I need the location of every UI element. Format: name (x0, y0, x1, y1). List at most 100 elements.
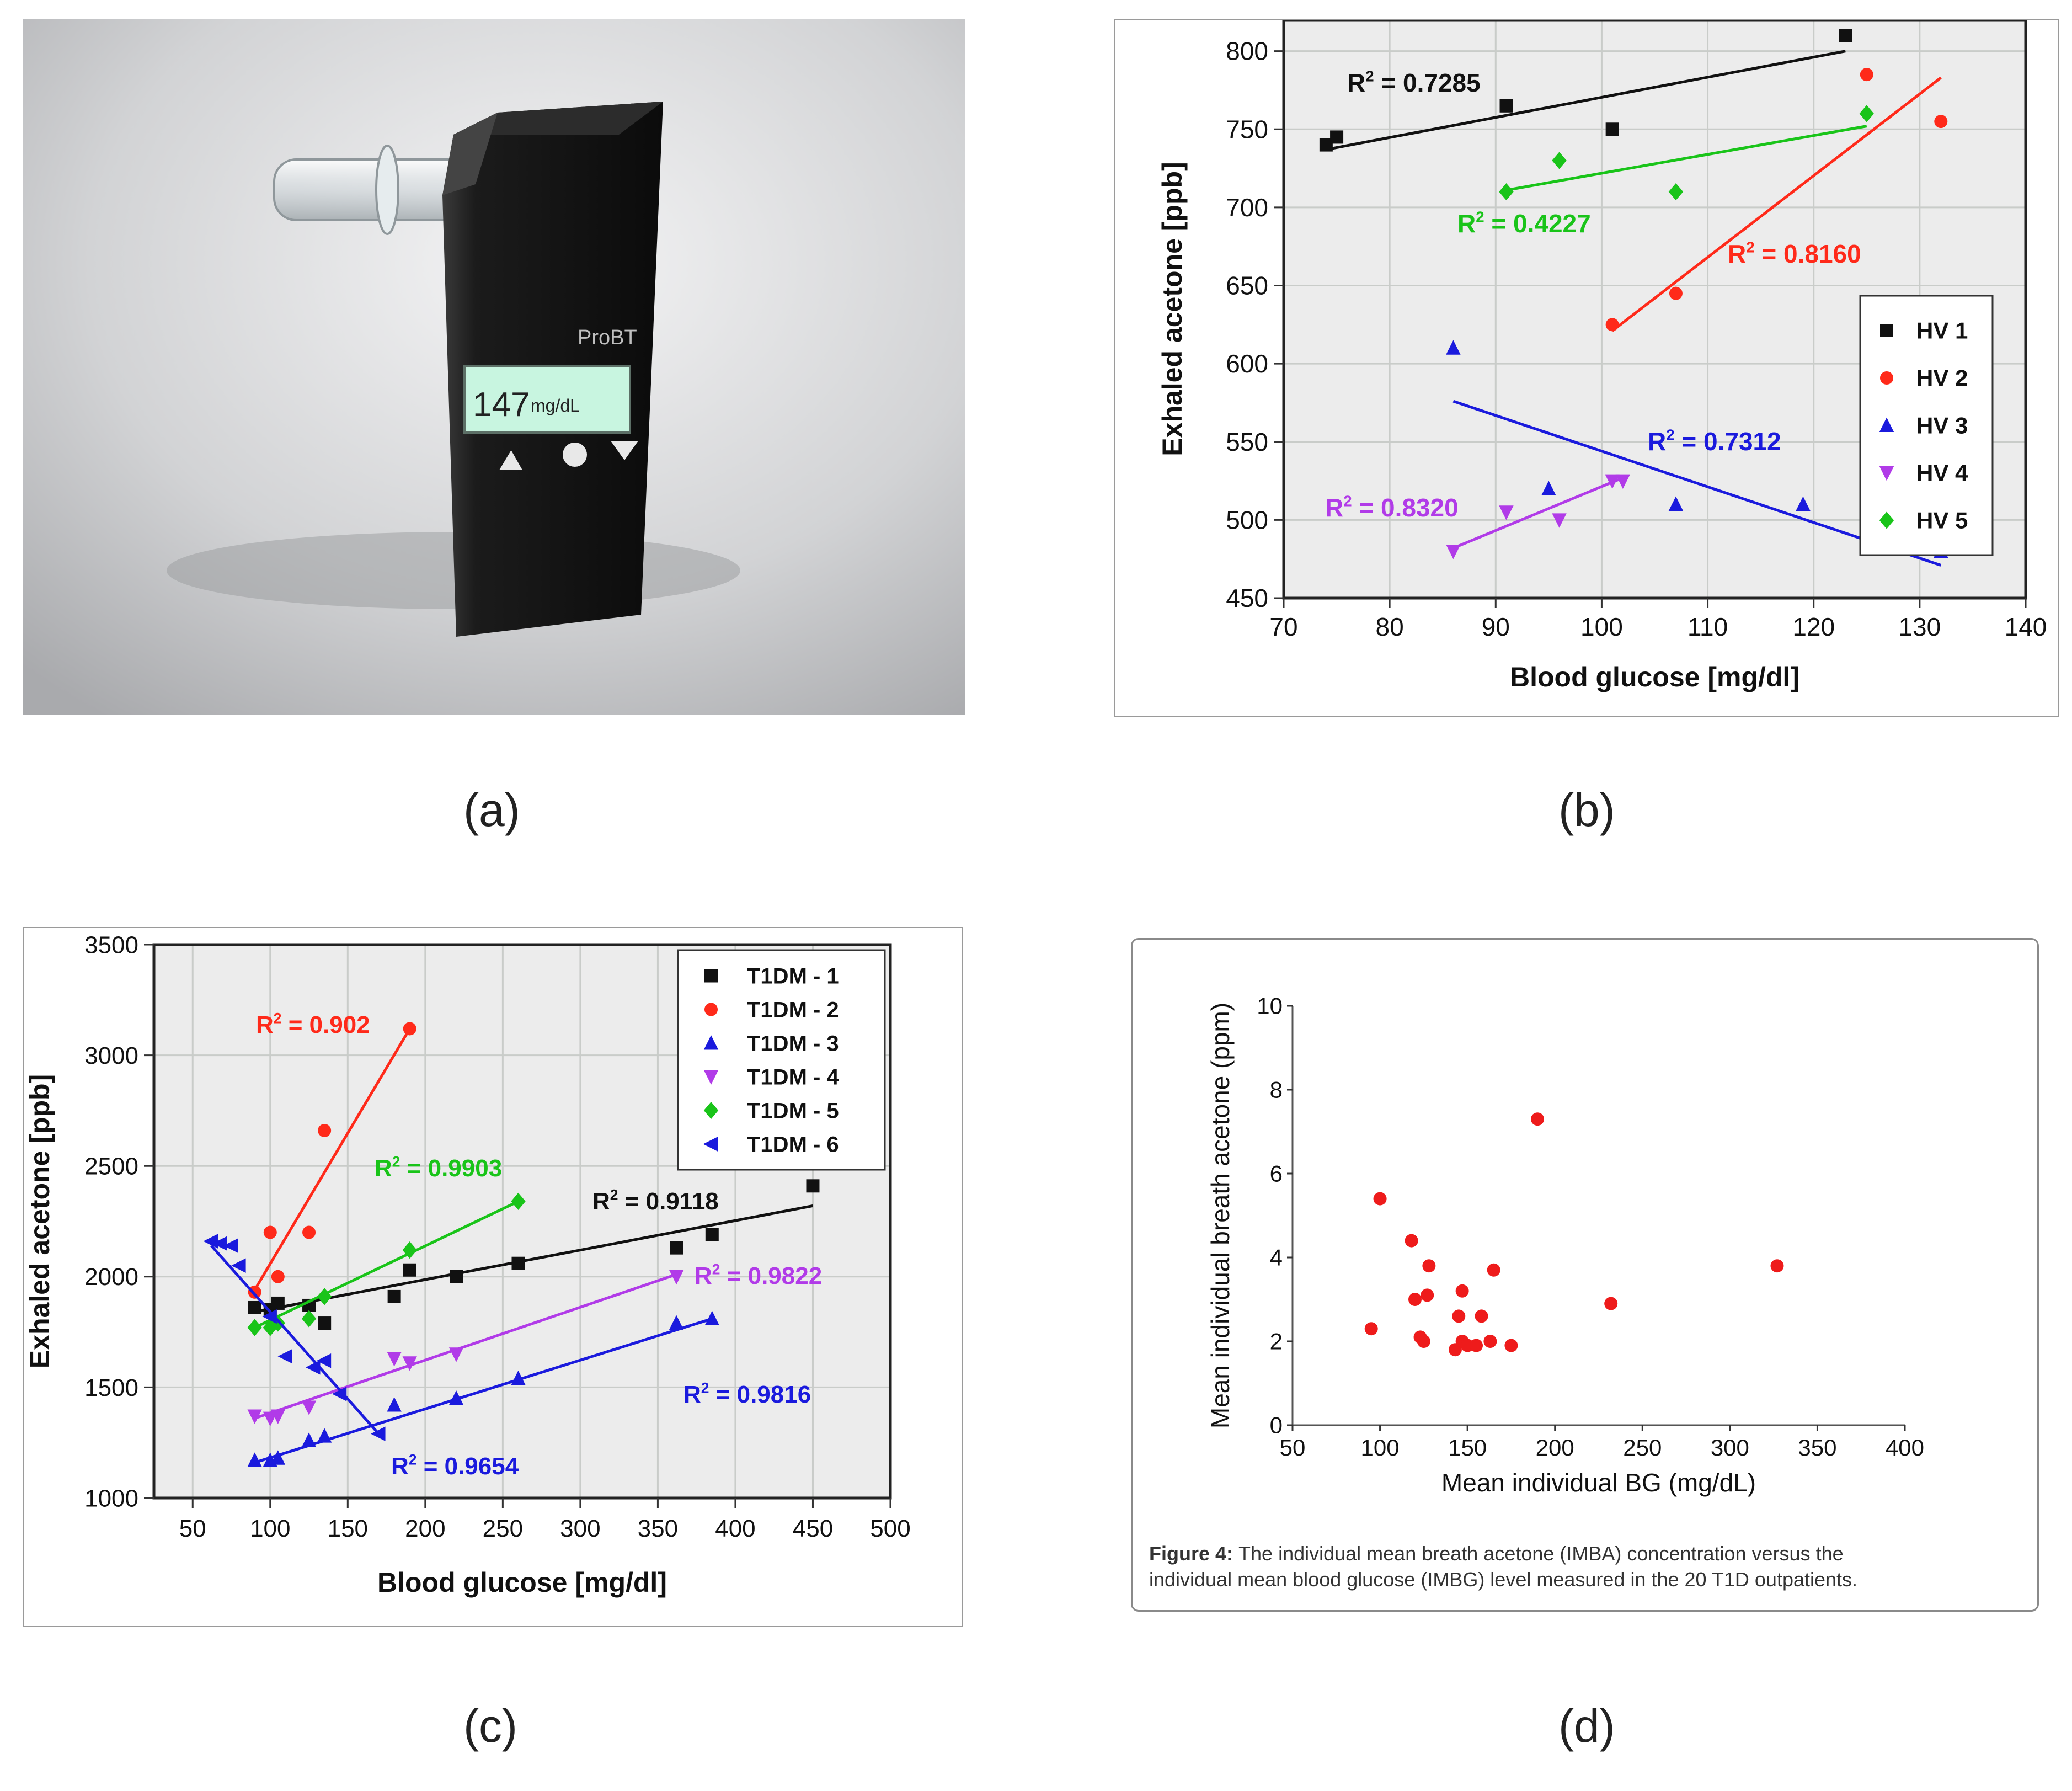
data-point-t1dm-5 (511, 1192, 526, 1210)
x-axis-label: Mean individual BG (mg/dL) (1441, 1468, 1756, 1497)
data-point-hv1 (1605, 122, 1619, 136)
x-tick-label: 350 (1798, 1435, 1836, 1460)
data-point-patients (1470, 1339, 1483, 1352)
data-point-t1dm-3 (669, 1315, 684, 1330)
x-tick-label: 350 (638, 1515, 678, 1542)
panel-label-a: (a) (463, 784, 520, 836)
fit-line-t1dm-4 (254, 1273, 677, 1420)
legend-label: T1DM - 3 (747, 1032, 839, 1056)
y-tick-label: 1500 (84, 1374, 138, 1401)
y-tick-label: 8 (1270, 1077, 1283, 1103)
data-point-t1dm-1 (271, 1296, 285, 1310)
legend-marker (704, 969, 718, 983)
plot-frame (1282, 18, 2027, 600)
legend-box (1859, 295, 1994, 556)
r2-label-t1dm-2: R2 = 0.902 (256, 1010, 370, 1038)
y-tick-label: 650 (1226, 271, 1268, 300)
y-tick-label: 10 (1257, 993, 1283, 1019)
x-tick-label: 450 (793, 1515, 833, 1542)
legend-marker (1880, 324, 1893, 337)
device-photo-panel: ProBT 147 mg/dL (23, 19, 965, 715)
r2-label-hv2: R2 = 0.8160 (1728, 239, 1861, 268)
x-tick-label: 300 (1711, 1435, 1749, 1460)
display-screen (463, 365, 631, 434)
fit-line-hv2 (1611, 76, 1942, 332)
data-point-t1dm-3 (448, 1390, 464, 1405)
data-point-hv1 (1499, 99, 1513, 113)
data-point-t1dm-2 (263, 1225, 277, 1239)
data-point-t1dm-4 (270, 1409, 286, 1424)
r2-label-hv5: R2 = 0.4227 (1457, 209, 1591, 238)
x-tick-label: 100 (250, 1515, 290, 1542)
x-axis-label: Blood glucose [mg/dl] (1510, 662, 1799, 692)
data-point-t1dm-4 (301, 1400, 317, 1415)
x-tick-label: 80 (1376, 612, 1404, 641)
x-tick-label: 90 (1482, 612, 1510, 641)
fit-line-hv1 (1326, 50, 1846, 151)
x-tick-label: 150 (328, 1515, 368, 1542)
r2-label-t1dm-6: R2 = 0.9654 (391, 1451, 519, 1480)
data-point-t1dm-1 (403, 1263, 416, 1277)
data-point-patients (1487, 1263, 1500, 1277)
legend-label: T1DM - 1 (747, 964, 839, 989)
y-tick-label: 4 (1270, 1245, 1283, 1271)
data-point-patients (1504, 1339, 1518, 1352)
data-point-patients (1604, 1297, 1618, 1310)
y-tick-label: 3000 (84, 1042, 138, 1069)
mouthpiece-tube (273, 145, 485, 235)
data-point-t1dm-2 (318, 1124, 332, 1138)
fit-line-t1dm-6 (210, 1244, 380, 1435)
x-tick-label: 120 (1792, 612, 1835, 641)
display-unit: mg/dL (531, 396, 580, 415)
x-tick-label: 50 (1280, 1435, 1306, 1460)
data-point-t1dm-2 (403, 1022, 416, 1036)
data-point-hv1 (1839, 29, 1852, 42)
legend-label: T1DM - 5 (747, 1099, 839, 1123)
data-point-t1dm-1 (318, 1316, 332, 1330)
legend-label: T1DM - 2 (747, 998, 839, 1022)
data-point-hv3 (1796, 496, 1811, 511)
data-point-t1dm-1 (806, 1179, 820, 1193)
x-tick-label: 100 (1361, 1435, 1400, 1460)
data-point-t1dm-6 (223, 1238, 238, 1253)
down-triangle-icon[interactable] (611, 441, 638, 460)
data-point-hv4 (1615, 474, 1631, 489)
y-tick-label: 2000 (84, 1264, 138, 1291)
up-triangle-icon[interactable] (499, 450, 523, 471)
data-point-patients (1483, 1335, 1497, 1348)
fit-line-hv4 (1452, 476, 1624, 550)
data-point-hv2 (1860, 68, 1873, 82)
data-point-hv3 (1668, 496, 1684, 511)
data-point-hv2 (1669, 286, 1683, 300)
data-point-t1dm-4 (402, 1356, 417, 1371)
data-point-t1dm-4 (448, 1347, 464, 1362)
data-point-patients (1408, 1293, 1422, 1306)
x-tick-label: 250 (483, 1515, 523, 1542)
data-point-patients (1421, 1288, 1434, 1302)
x-tick-label: 200 (405, 1515, 445, 1542)
x-tick-label: 400 (715, 1515, 755, 1542)
data-point-t1dm-1 (248, 1300, 261, 1314)
chart-d-svg: 50 100 150 200 250 300 350 400 0 2 4 6 8 10 Mean indiv… (1149, 993, 1924, 1591)
legend-label: HV 2 (1916, 365, 1968, 391)
y-tick-label: 1000 (84, 1485, 138, 1512)
y-tick-label: 450 (1226, 584, 1268, 612)
figure-caption-line-1: Figure 4: The individual mean breath ace… (1149, 1542, 1844, 1565)
data-point-hv1 (1330, 130, 1344, 144)
data-point-t1dm-3 (511, 1370, 526, 1385)
circle-icon[interactable] (563, 443, 587, 467)
panel-label-d: (d) (1558, 1700, 1615, 1752)
data-point-t1dm-5 (301, 1310, 317, 1328)
data-point-t1dm-6 (231, 1258, 246, 1273)
x-tick-label: 130 (1898, 612, 1941, 641)
x-tick-label: 70 (1269, 612, 1297, 641)
legend-label: HV 1 (1916, 318, 1968, 344)
fit-line-hv5 (1506, 125, 1867, 192)
data-point-t1dm-6 (262, 1309, 277, 1324)
legend-label: HV 4 (1916, 460, 1968, 486)
data-point-hv3 (1446, 340, 1461, 355)
x-tick-label: 300 (560, 1515, 600, 1542)
data-point-t1dm-2 (302, 1225, 316, 1239)
x-tick-label: 110 (1687, 612, 1728, 641)
y-tick-label: 800 (1226, 37, 1268, 66)
